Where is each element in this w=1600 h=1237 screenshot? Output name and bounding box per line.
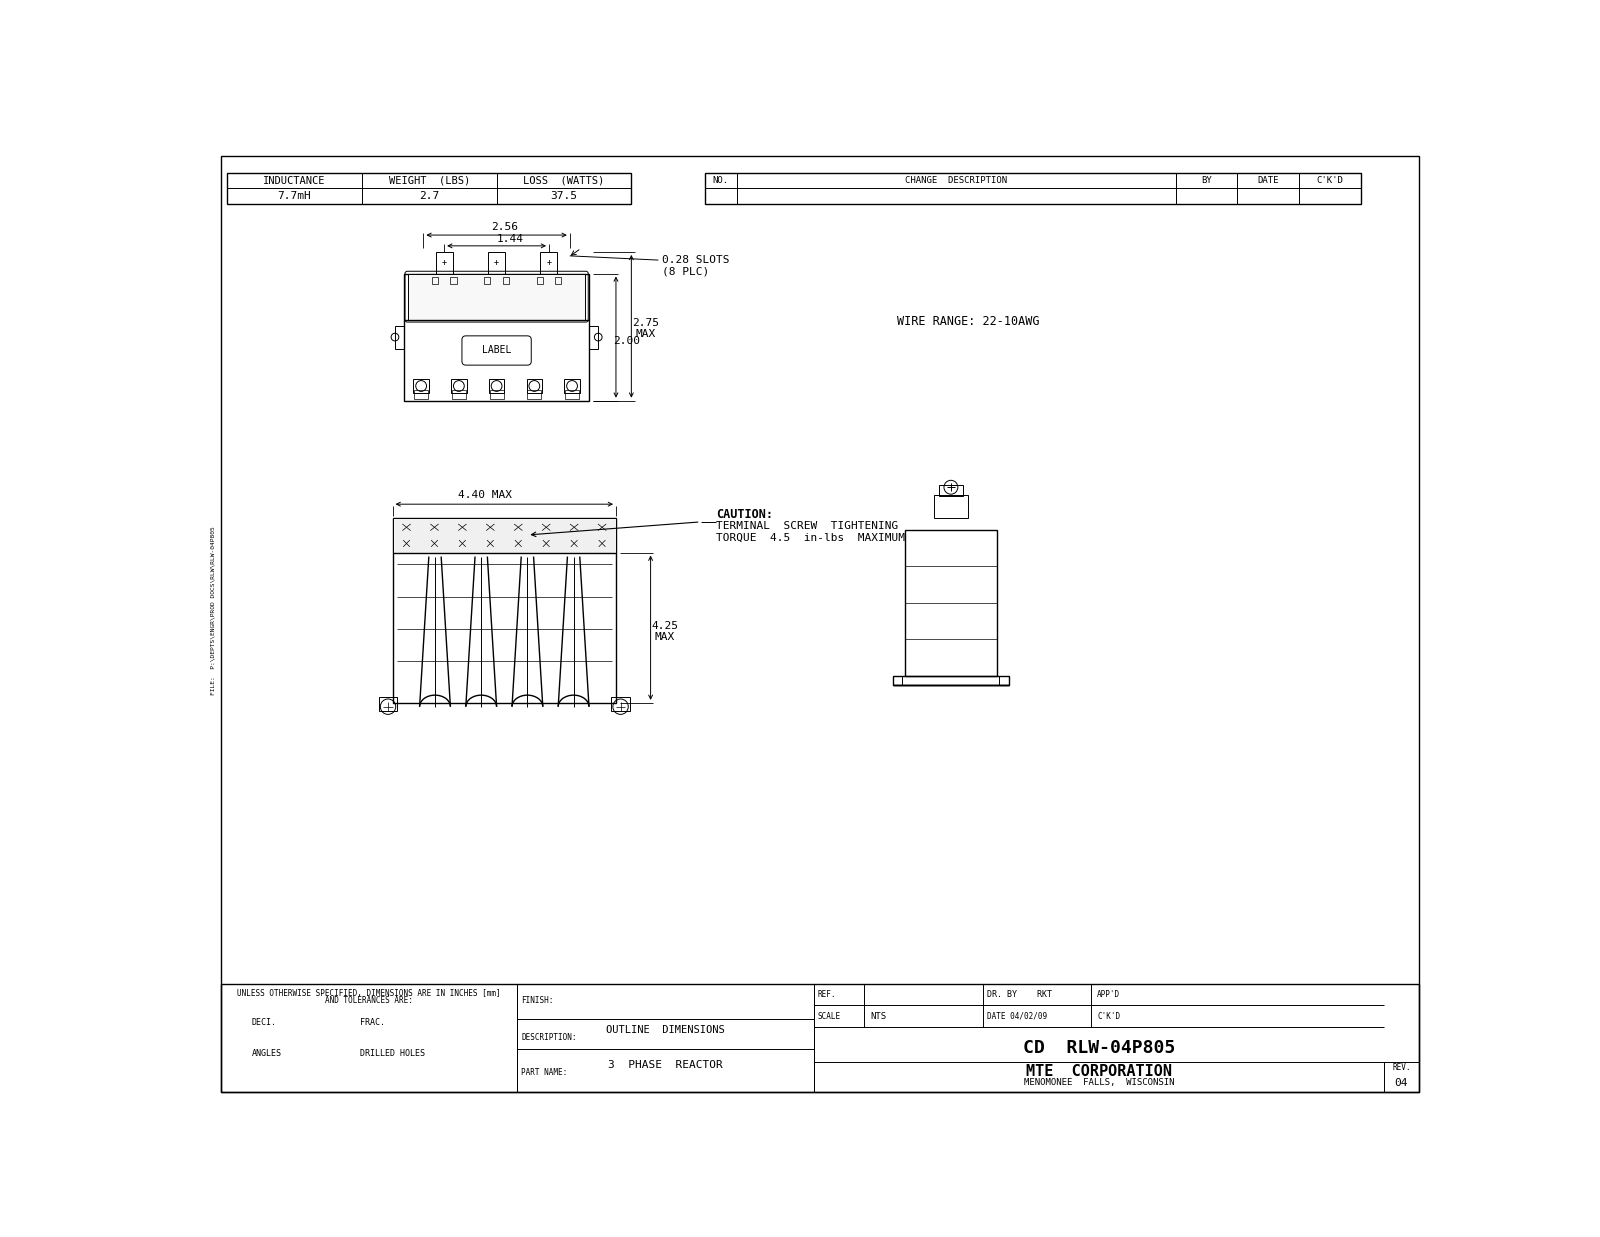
Bar bbox=[934, 495, 968, 518]
Text: MENOMONEE  FALLS,  WISCONSIN: MENOMONEE FALLS, WISCONSIN bbox=[1024, 1079, 1174, 1087]
Bar bbox=[490, 390, 504, 400]
Bar bbox=[435, 252, 453, 273]
Bar bbox=[893, 675, 902, 685]
Text: +: + bbox=[442, 259, 446, 267]
Text: 3  PHASE  REACTOR: 3 PHASE REACTOR bbox=[608, 1060, 723, 1070]
Bar bbox=[488, 252, 506, 273]
Text: C'K'D: C'K'D bbox=[1317, 177, 1342, 186]
Text: 4.40 MAX: 4.40 MAX bbox=[458, 490, 512, 500]
Bar bbox=[565, 390, 579, 400]
Text: +: + bbox=[547, 259, 552, 267]
Text: TORQUE  4.5  in-lbs  MAXIMUM: TORQUE 4.5 in-lbs MAXIMUM bbox=[717, 532, 906, 542]
Text: WIRE RANGE: 22-10AWG: WIRE RANGE: 22-10AWG bbox=[898, 315, 1040, 328]
Text: TERMINAL  SCREW  TIGHTENING: TERMINAL SCREW TIGHTENING bbox=[717, 521, 898, 531]
Bar bbox=[227, 173, 632, 204]
Bar bbox=[221, 983, 517, 1092]
Text: 0.28 SLOTS: 0.28 SLOTS bbox=[662, 255, 730, 265]
Text: 2.00: 2.00 bbox=[613, 336, 640, 346]
Text: CAUTION:: CAUTION: bbox=[717, 507, 773, 521]
Bar bbox=[395, 325, 405, 349]
Text: INDUCTANCE: INDUCTANCE bbox=[264, 176, 326, 186]
Text: 2.75: 2.75 bbox=[632, 318, 659, 328]
Text: LABEL: LABEL bbox=[482, 345, 512, 355]
Bar bbox=[490, 379, 504, 393]
Text: FINISH:: FINISH: bbox=[522, 996, 554, 1004]
Bar bbox=[451, 390, 466, 400]
Text: C'K'D: C'K'D bbox=[1098, 1012, 1120, 1021]
Text: NTS: NTS bbox=[870, 1012, 886, 1021]
Bar bbox=[541, 252, 557, 273]
Text: UNLESS OTHERWISE SPECIFIED, DIMENSIONS ARE IN INCHES [mm]: UNLESS OTHERWISE SPECIFIED, DIMENSIONS A… bbox=[237, 988, 501, 997]
Bar bbox=[413, 379, 429, 393]
Text: APP'D: APP'D bbox=[1098, 990, 1120, 999]
Bar bbox=[502, 277, 509, 283]
Text: DESCRIPTION:: DESCRIPTION: bbox=[522, 1033, 576, 1043]
Text: DATE 04/02/09: DATE 04/02/09 bbox=[987, 1012, 1048, 1021]
Text: 2.56: 2.56 bbox=[491, 223, 518, 233]
Text: MTE  CORPORATION: MTE CORPORATION bbox=[1026, 1065, 1173, 1080]
Bar bbox=[392, 518, 616, 703]
Text: DRILLED HOLES: DRILLED HOLES bbox=[360, 1049, 424, 1058]
Text: BY: BY bbox=[1202, 177, 1211, 186]
FancyBboxPatch shape bbox=[462, 336, 531, 365]
Text: DECI.: DECI. bbox=[251, 1018, 277, 1027]
Text: CD  RLW-04P805: CD RLW-04P805 bbox=[1022, 1039, 1176, 1058]
Text: 1.44: 1.44 bbox=[498, 234, 523, 244]
Bar bbox=[485, 277, 491, 283]
Text: +: + bbox=[494, 259, 499, 267]
Text: AND TOLERANCES ARE:: AND TOLERANCES ARE: bbox=[325, 996, 413, 1006]
Text: PART NAME:: PART NAME: bbox=[522, 1068, 568, 1076]
Bar bbox=[451, 277, 456, 283]
Text: 2.7: 2.7 bbox=[419, 192, 440, 202]
Text: DATE: DATE bbox=[1258, 177, 1278, 186]
Text: REV.: REV. bbox=[1392, 1063, 1411, 1072]
Bar bbox=[414, 390, 429, 400]
Bar bbox=[904, 529, 997, 675]
Bar bbox=[939, 485, 963, 496]
Bar bbox=[526, 379, 542, 393]
Bar bbox=[555, 277, 562, 283]
Text: REF.: REF. bbox=[818, 990, 837, 999]
Bar bbox=[528, 390, 541, 400]
Text: FILE:  P:\DEPTS\ENGR\PROD DOCS\RLW\RLW-04P805: FILE: P:\DEPTS\ENGR\PROD DOCS\RLW\RLW-04… bbox=[211, 526, 216, 695]
Bar bbox=[379, 696, 397, 710]
Bar bbox=[704, 173, 1360, 204]
Bar bbox=[814, 983, 1419, 1092]
Bar bbox=[432, 277, 438, 283]
Bar bbox=[470, 343, 523, 359]
Text: DR. BY    RKT: DR. BY RKT bbox=[987, 990, 1053, 999]
Text: 37.5: 37.5 bbox=[550, 192, 578, 202]
Text: NO.: NO. bbox=[712, 177, 728, 186]
Text: 4.25: 4.25 bbox=[651, 621, 678, 631]
Text: OUTLINE  DIMENSIONS: OUTLINE DIMENSIONS bbox=[606, 1025, 725, 1035]
Text: FRAC.: FRAC. bbox=[360, 1018, 384, 1027]
Text: SCALE: SCALE bbox=[818, 1012, 842, 1021]
Text: (8 PLC): (8 PLC) bbox=[662, 267, 709, 277]
Text: 7.7mH: 7.7mH bbox=[278, 192, 312, 202]
Bar bbox=[611, 696, 630, 710]
Bar bbox=[893, 675, 1008, 685]
Text: LOSS  (WATTS): LOSS (WATTS) bbox=[523, 176, 605, 186]
Bar bbox=[451, 379, 467, 393]
Bar bbox=[408, 273, 586, 320]
Bar bbox=[221, 983, 1419, 1092]
Bar bbox=[517, 983, 814, 1092]
Text: WEIGHT  (LBS): WEIGHT (LBS) bbox=[389, 176, 470, 186]
Bar bbox=[589, 325, 598, 349]
Text: ANGLES: ANGLES bbox=[251, 1049, 282, 1058]
Text: CHANGE  DESCRIPTION: CHANGE DESCRIPTION bbox=[906, 177, 1008, 186]
Bar bbox=[565, 379, 579, 393]
Text: 04: 04 bbox=[1395, 1079, 1408, 1089]
Text: MAX: MAX bbox=[654, 632, 675, 642]
Bar bbox=[392, 518, 616, 553]
Bar bbox=[405, 273, 589, 401]
Bar bbox=[1000, 675, 1008, 685]
Bar bbox=[536, 277, 542, 283]
Text: MAX: MAX bbox=[635, 329, 656, 339]
